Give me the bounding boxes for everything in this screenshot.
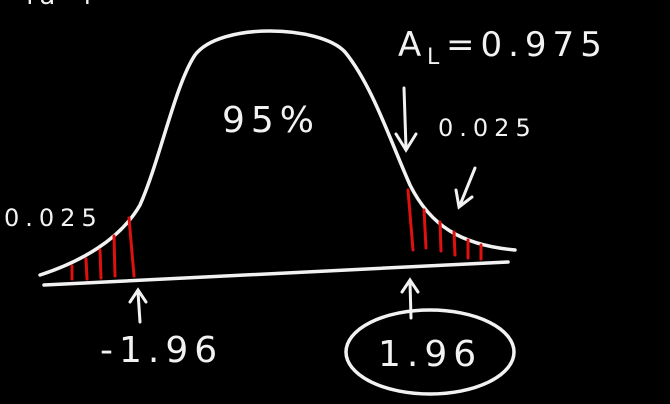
left-tail-label: 0.025 — [4, 204, 103, 232]
z-left-arrow — [128, 287, 148, 324]
top-cutoff-text: ча ч — [18, 0, 97, 11]
z-right-label: 1.96 — [378, 334, 482, 375]
right-tail-arrow — [454, 166, 477, 210]
area-left-label: A — [398, 25, 427, 65]
baseline — [42, 260, 510, 287]
z-right-circle — [344, 308, 516, 396]
right-tail-label: 0.025 — [438, 114, 537, 142]
left-tail-shading — [70, 216, 136, 281]
area-left-arrow — [394, 86, 418, 153]
area-left-value: =0.975 — [446, 25, 608, 65]
z-left-label: -1.96 — [100, 330, 223, 371]
center-percent-label: 95% — [222, 100, 320, 141]
right-tail-shading — [406, 188, 483, 261]
bell-curve — [38, 29, 517, 277]
area-left-subscript: L — [427, 45, 445, 70]
